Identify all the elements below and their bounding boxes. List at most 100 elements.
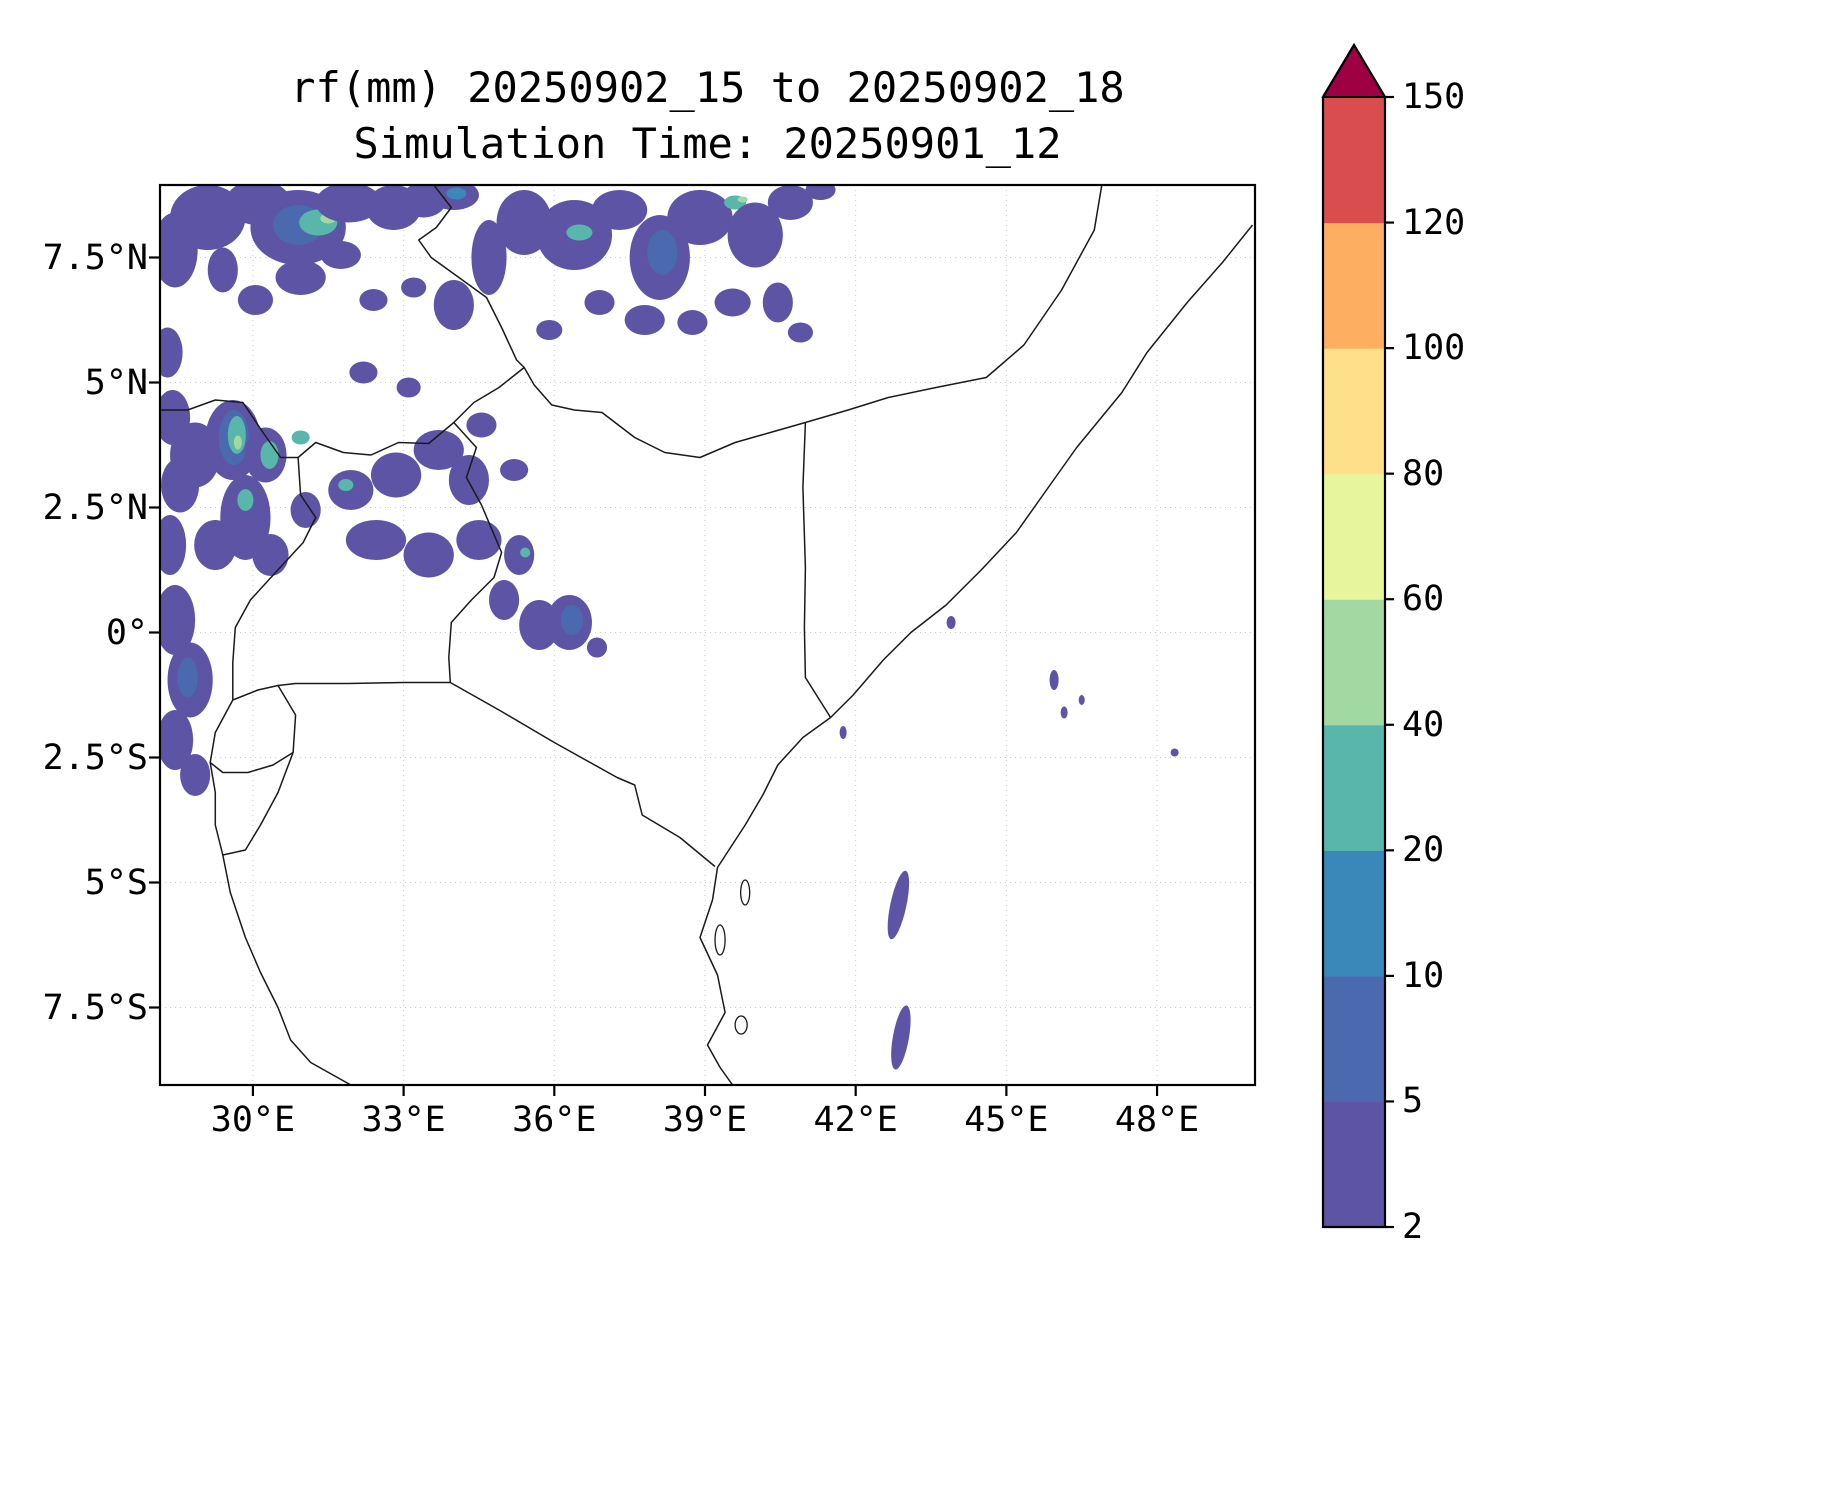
rain-cell [403,532,454,578]
rain-cell [359,289,388,311]
rain-cell [194,520,237,570]
rain-cell [1078,695,1085,705]
rain-cell [887,870,910,940]
rain-cell [161,457,200,513]
colorbar-tick-label: 10 [1402,955,1445,996]
rain-cell [328,470,374,510]
rain-cell [946,616,956,629]
rain-cell [320,241,361,269]
rain-cell [315,185,381,223]
coastline [699,224,1254,1085]
title-block: rf(mm) 20250902_15 to 20250902_18 Simula… [160,60,1255,172]
map-plot [149,183,1257,1096]
rain-cell [891,1005,911,1070]
rain-cell [667,190,733,245]
border-kenya-somalia [802,422,832,718]
rain-cell [560,605,583,635]
colorbar-segment [1323,599,1385,726]
rain-cell [338,479,354,491]
colorbar-tick-label: 80 [1402,453,1445,494]
colorbar-segment [1323,975,1385,1103]
border-burundi [209,752,294,856]
colorbar-tick-label: 60 [1402,579,1445,620]
colorbar-segment [1323,97,1385,224]
rain-cell [839,726,847,739]
colorbar-tick-label: 150 [1402,77,1466,117]
rain-cell [401,277,427,298]
rain-cell [767,185,813,220]
rain-cell [275,260,326,295]
x-tick-label: 48°E [1114,1100,1200,1140]
plot-title: rf(mm) 20250902_15 to 20250902_18 [290,63,1125,112]
rain-cell [448,455,490,505]
colorbar-outline [1321,42,1387,1229]
rain-cell [446,187,467,200]
rain-cell [237,489,254,511]
rain-cell [180,754,211,796]
rain-cell [160,710,194,770]
x-tick-label: 39°E [662,1100,748,1140]
rain-cell [396,377,421,398]
rain-cell [584,290,615,315]
colorbar-segment [1323,222,1385,349]
rain-cell [787,322,813,343]
colorbar-tick-label: 120 [1402,202,1466,243]
rain-cell [737,196,748,203]
rain-cell [370,452,422,498]
y-tick-label: 0° [105,612,148,653]
island-zanzibar [714,924,726,956]
rain-cell [762,282,793,323]
island-mafia [734,1015,748,1035]
rain-cell [207,247,238,293]
y-tick-label: 7.5°S [42,987,148,1028]
x-tick-label: 33°E [361,1100,446,1140]
colorbar-segment [1323,348,1385,475]
colorbar-tick-label: 40 [1402,704,1445,745]
rain-cell [677,310,708,335]
rain-cell [566,224,593,241]
colorbar-segment [1323,850,1385,977]
map-layers [160,185,1255,1085]
y-tick-label: 2.5°N [42,487,148,528]
colorbar-segment [1323,724,1385,851]
rain-cell [1049,670,1059,690]
colorbar-tick-label: 100 [1402,328,1466,369]
rain-cell [504,535,535,575]
rain-cell [177,657,198,698]
x-tick-label: 42°E [813,1100,898,1140]
colorbar-segment [1323,473,1385,600]
rain-cell [1170,748,1179,757]
rain-cell [456,520,502,560]
colorbar-tick-label: 20 [1402,830,1445,871]
rain-cell [433,280,474,330]
colorbar-tick-label: 5 [1402,1081,1424,1122]
rain-cell [647,230,678,275]
border-lake-tanganyika-zambia [222,854,352,1085]
rain-cell [160,327,183,378]
island-pemba [740,879,751,906]
rain-cell [237,285,274,315]
border-sudan-ethiopia [417,185,525,369]
rain-cell [349,361,378,384]
map-frame [158,183,1257,1087]
rain-cell [345,520,407,560]
rain-cell [291,430,310,445]
y-tick-label: 7.5°N [42,237,148,278]
x-tick-label: 45°E [964,1100,1049,1140]
rain-cell [714,288,751,317]
rain-cell [1060,706,1068,719]
colorbar-extend-arrow [1321,43,1387,98]
rain-cell [413,430,464,470]
border-rwanda [209,684,297,774]
rain-cell [500,459,529,481]
border-uganda-drc [232,457,317,700]
rain-cell [252,534,289,576]
rain-cell [290,492,321,528]
x-tick-label: 36°E [512,1100,597,1140]
rain-cell [536,320,563,340]
rain-cell [233,435,242,450]
y-tick-label: 2.5°S [42,737,148,778]
y-tick-label: 5°N [84,362,148,403]
rain-cell [727,202,783,268]
